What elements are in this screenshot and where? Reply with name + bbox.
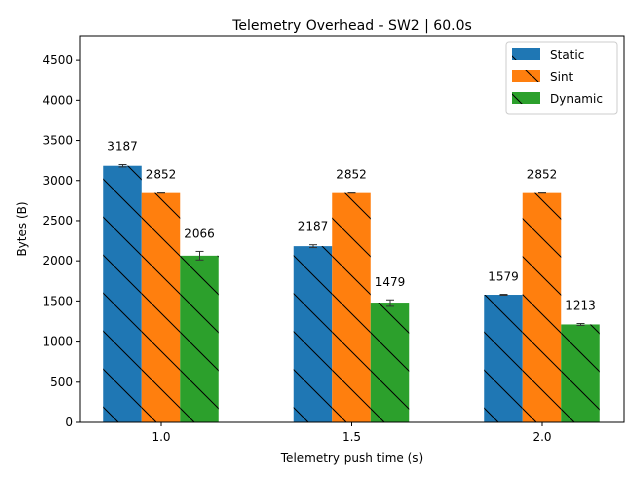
data-label: 3187 xyxy=(107,140,138,154)
x-tick-label: 1.0 xyxy=(151,430,170,444)
y-tick: 0 xyxy=(65,415,80,429)
x-tick: 2.0 xyxy=(532,422,552,444)
data-label: 1213 xyxy=(565,298,596,312)
bar-sint-1.5 xyxy=(332,192,371,422)
y-tick: 3000 xyxy=(42,174,80,188)
data-label: 1579 xyxy=(488,270,519,284)
y-tick-label: 4000 xyxy=(42,93,73,107)
data-label: 1479 xyxy=(375,275,406,289)
bar-static-2.0 xyxy=(484,295,523,422)
bar-dynamic-1.0 xyxy=(180,255,219,422)
data-label: 2852 xyxy=(527,168,558,182)
bar-static-1.5 xyxy=(293,246,333,422)
y-tick: 4000 xyxy=(42,93,80,107)
bar-dynamic-2.0 xyxy=(561,324,600,422)
data-label: 2852 xyxy=(146,168,177,182)
legend-label: Sint xyxy=(550,70,574,84)
bar-dynamic-1.5 xyxy=(370,303,410,422)
error-bar xyxy=(195,250,204,261)
y-tick: 4500 xyxy=(42,53,80,67)
y-tick: 1000 xyxy=(42,335,80,349)
legend-label: Static xyxy=(550,48,584,62)
y-axis-label: Bytes (B) xyxy=(15,201,29,256)
y-tick: 500 xyxy=(50,375,80,389)
y-tick-label: 1500 xyxy=(42,294,73,308)
x-tick-label: 2.0 xyxy=(532,430,551,444)
y-tick: 1500 xyxy=(42,294,80,308)
x-axis-label: Telemetry push time (s) xyxy=(280,451,423,465)
error-bar xyxy=(309,244,317,249)
y-tick-label: 500 xyxy=(50,375,73,389)
bar-static-1.0 xyxy=(103,165,142,422)
error-bar xyxy=(499,294,508,297)
y-tick-label: 1000 xyxy=(42,335,73,349)
y-tick: 2500 xyxy=(42,214,80,228)
legend: Static Sint Dynamic xyxy=(505,41,618,115)
error-bar xyxy=(576,322,585,326)
y-tick-label: 3500 xyxy=(42,134,73,148)
legend-item-static: Static xyxy=(512,48,584,62)
y-tick-label: 0 xyxy=(65,415,73,429)
y-tick: 2000 xyxy=(42,254,80,268)
data-label: 2066 xyxy=(184,226,215,240)
data-label: 2852 xyxy=(336,168,367,182)
legend-item-sint: Sint xyxy=(512,70,574,84)
y-tick-label: 2000 xyxy=(42,254,73,268)
x-tick-label: 1.5 xyxy=(342,430,361,444)
chart-title: Telemetry Overhead - SW2 | 60.0s xyxy=(231,18,472,34)
y-tick-label: 4500 xyxy=(42,53,73,67)
bar-sint-2.0 xyxy=(522,192,562,422)
bar-sint-1.0 xyxy=(141,192,181,422)
legend-label: Dynamic xyxy=(550,92,603,106)
data-label: 2187 xyxy=(298,220,329,234)
error-bar xyxy=(118,164,127,168)
x-tick: 1.5 xyxy=(342,422,361,444)
y-tick: 3500 xyxy=(42,134,80,148)
y-tick-label: 2500 xyxy=(42,214,73,228)
error-bar xyxy=(386,299,394,307)
x-tick: 1.0 xyxy=(151,422,171,444)
legend-item-dynamic: Dynamic xyxy=(512,92,603,106)
y-tick-label: 3000 xyxy=(42,174,73,188)
